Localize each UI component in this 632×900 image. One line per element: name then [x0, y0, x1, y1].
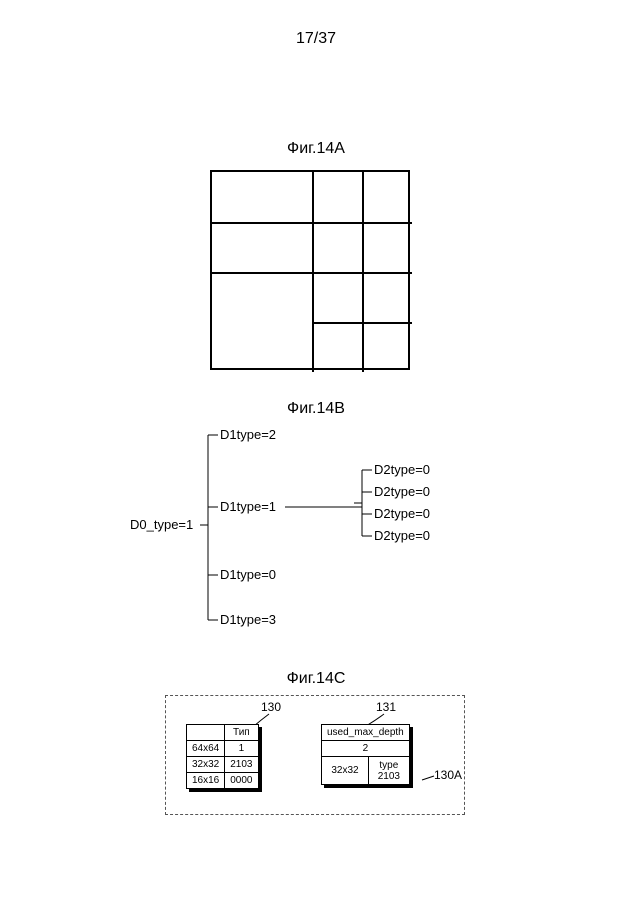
table-shadow — [410, 727, 413, 788]
col-type: Тип — [225, 725, 258, 741]
tree-d1-3: D1type=3 — [220, 612, 276, 627]
cell: 64x64 — [187, 741, 225, 757]
ref-131: 131 — [376, 700, 396, 714]
tree-d1-2: D1type=0 — [220, 567, 276, 582]
fig14b-tree: D0_type=1 D1type=2 D1type=1 D1type=0 D1type=… — [130, 425, 530, 645]
table-shadow — [259, 727, 262, 792]
grid-line — [362, 172, 364, 372]
tree-root: D0_type=1 — [130, 517, 193, 532]
depth-val: 2 — [322, 741, 410, 757]
fig14c-box: Тип64x64132x32210316x160000used_max_dept… — [165, 695, 465, 815]
cell: type2103 — [368, 757, 409, 785]
fig14c-label: Фиг.14C — [287, 670, 346, 688]
fig14b-label: Фиг.14B — [287, 400, 345, 418]
tree-d1-1: D1type=1 — [220, 499, 276, 514]
tree-d2-0: D2type=0 — [374, 462, 430, 477]
tree-d2-2: D2type=0 — [374, 506, 430, 521]
table-shadow — [324, 785, 413, 788]
table-shadow — [189, 789, 262, 792]
ref-130A: 130A — [434, 768, 462, 782]
table-131: used_max_depth232x32type2103 — [321, 724, 410, 785]
tree-d1-0: D1type=2 — [220, 427, 276, 442]
ref-130: 130 — [261, 700, 281, 714]
tree-d2-3: D2type=0 — [374, 528, 430, 543]
cell: 32x32 — [187, 757, 225, 773]
cell: 2103 — [225, 757, 258, 773]
fig14a-grid — [210, 170, 410, 370]
grid-line — [312, 172, 314, 372]
page-number: 17/37 — [296, 30, 336, 48]
fig14a-label: Фиг.14A — [287, 140, 345, 158]
cell: 1 — [225, 741, 258, 757]
table-130: Тип64x64132x32210316x160000 — [186, 724, 259, 789]
header-umd: used_max_depth — [322, 725, 410, 741]
cell: 32x32 — [322, 757, 369, 785]
cell: 16x16 — [187, 773, 225, 789]
cell: 0000 — [225, 773, 258, 789]
tree-d2-1: D2type=0 — [374, 484, 430, 499]
